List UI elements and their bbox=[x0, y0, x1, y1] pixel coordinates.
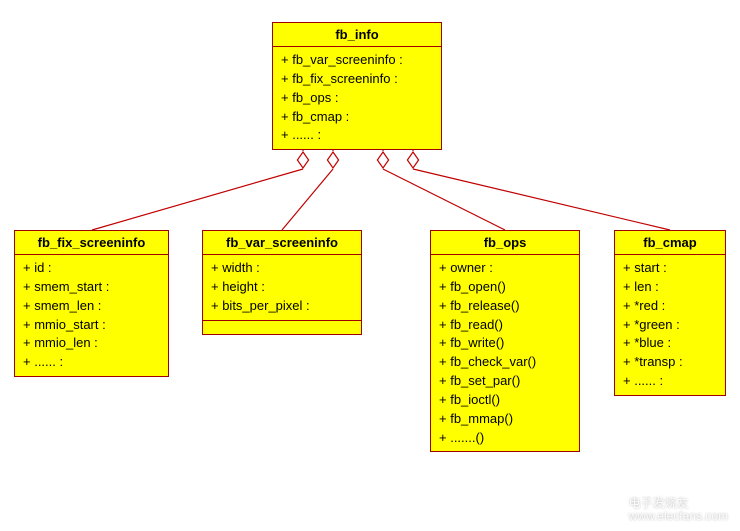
class-attr: + fb_write() bbox=[439, 334, 571, 353]
class-attr: + fb_fix_screeninfo : bbox=[281, 70, 433, 89]
class-attr: + width : bbox=[211, 259, 353, 278]
class-body: + id :+ smem_start :+ smem_len :+ mmio_s… bbox=[15, 255, 168, 376]
class-fb_ops: fb_ops+ owner :+ fb_open()+ fb_release()… bbox=[430, 230, 580, 452]
class-attr: + height : bbox=[211, 278, 353, 297]
class-attr: + smem_len : bbox=[23, 297, 160, 316]
class-body: + start :+ len :+ *red :+ *green :+ *blu… bbox=[615, 255, 725, 395]
class-attr: + smem_start : bbox=[23, 278, 160, 297]
class-attr: + bits_per_pixel : bbox=[211, 297, 353, 316]
watermark: 电子发烧友 www.elecfans.com bbox=[597, 497, 728, 523]
class-attr: + fb_cmap : bbox=[281, 108, 433, 127]
class-attr: + fb_release() bbox=[439, 297, 571, 316]
class-attr: + *red : bbox=[623, 297, 717, 316]
class-title: fb_ops bbox=[431, 231, 579, 255]
class-attr: + fb_check_var() bbox=[439, 353, 571, 372]
spark-icon bbox=[597, 497, 623, 523]
class-title: fb_fix_screeninfo bbox=[15, 231, 168, 255]
class-attr: + fb_mmap() bbox=[439, 410, 571, 429]
class-title: fb_info bbox=[273, 23, 441, 47]
class-title: fb_var_screeninfo bbox=[203, 231, 361, 255]
class-attr: + id : bbox=[23, 259, 160, 278]
watermark-url: www.elecfans.com bbox=[629, 510, 728, 523]
class-fb_info: fb_info+ fb_var_screeninfo :+ fb_fix_scr… bbox=[272, 22, 442, 150]
class-attr: + ...... : bbox=[281, 126, 433, 145]
class-body: + owner :+ fb_open()+ fb_release()+ fb_r… bbox=[431, 255, 579, 451]
class-attr: + len : bbox=[623, 278, 717, 297]
empty-section bbox=[203, 320, 361, 334]
class-fb_var_screeninfo: fb_var_screeninfo+ width :+ height :+ bi… bbox=[202, 230, 362, 335]
class-attr: + owner : bbox=[439, 259, 571, 278]
class-attr: + *green : bbox=[623, 316, 717, 335]
class-attr: + fb_open() bbox=[439, 278, 571, 297]
class-attr: + mmio_start : bbox=[23, 316, 160, 335]
class-attr: + fb_read() bbox=[439, 316, 571, 335]
class-attr: + *transp : bbox=[623, 353, 717, 372]
class-attr: + ...... : bbox=[23, 353, 160, 372]
class-body: + width :+ height :+ bits_per_pixel : bbox=[203, 255, 361, 320]
class-attr: + fb_var_screeninfo : bbox=[281, 51, 433, 70]
class-attr: + .......() bbox=[439, 429, 571, 448]
class-attr: + fb_ioctl() bbox=[439, 391, 571, 410]
class-title: fb_cmap bbox=[615, 231, 725, 255]
class-attr: + mmio_len : bbox=[23, 334, 160, 353]
class-body: + fb_var_screeninfo :+ fb_fix_screeninfo… bbox=[273, 47, 441, 149]
class-attr: + start : bbox=[623, 259, 717, 278]
watermark-brand: 电子发烧友 bbox=[629, 497, 728, 510]
class-attr: + fb_set_par() bbox=[439, 372, 571, 391]
class-attr: + fb_ops : bbox=[281, 89, 433, 108]
class-fb_cmap: fb_cmap+ start :+ len :+ *red :+ *green … bbox=[614, 230, 726, 396]
class-fb_fix_screeninfo: fb_fix_screeninfo+ id :+ smem_start :+ s… bbox=[14, 230, 169, 377]
class-attr: + ...... : bbox=[623, 372, 717, 391]
class-attr: + *blue : bbox=[623, 334, 717, 353]
